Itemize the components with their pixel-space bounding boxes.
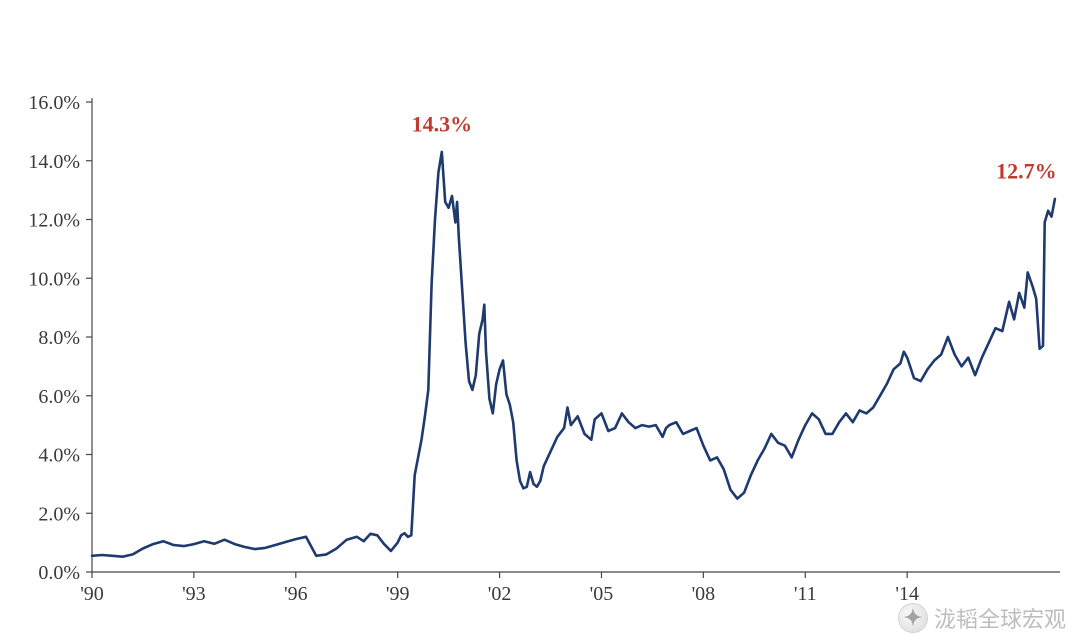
svg-text:4.0%: 4.0%: [38, 445, 80, 467]
svg-text:'08: '08: [692, 583, 716, 605]
svg-text:'02: '02: [488, 583, 512, 605]
svg-text:'99: '99: [386, 583, 410, 605]
svg-text:12.7%: 12.7%: [996, 158, 1057, 183]
svg-text:14.3%: 14.3%: [412, 111, 473, 136]
svg-text:'90: '90: [80, 583, 104, 605]
svg-text:'96: '96: [284, 583, 308, 605]
svg-text:16.0%: 16.0%: [28, 92, 80, 114]
watermark-text: 泷韬全球宏观: [934, 602, 1066, 634]
watermark-icon: ✦: [898, 603, 928, 633]
chart-svg: 0.0% 2.0% 4.0% 6.0% 8.0% 10.0% 12.0% 14.0% 16.0%…: [0, 0, 1080, 638]
svg-text:'05: '05: [590, 583, 614, 605]
svg-text:8.0%: 8.0%: [38, 327, 80, 349]
svg-text:2.0%: 2.0%: [38, 503, 80, 525]
svg-text:12.0%: 12.0%: [28, 210, 80, 232]
svg-text:'11: '11: [794, 583, 817, 605]
svg-text:6.0%: 6.0%: [38, 386, 80, 408]
svg-text:14.0%: 14.0%: [28, 151, 80, 173]
svg-text:10.0%: 10.0%: [28, 268, 80, 290]
watermark: ✦ 泷韬全球宏观: [898, 602, 1066, 634]
svg-text:'93: '93: [182, 583, 206, 605]
svg-text:0.0%: 0.0%: [38, 562, 80, 584]
chart-area: 0.0% 2.0% 4.0% 6.0% 8.0% 10.0% 12.0% 14.0% 16.0%…: [0, 0, 1080, 638]
